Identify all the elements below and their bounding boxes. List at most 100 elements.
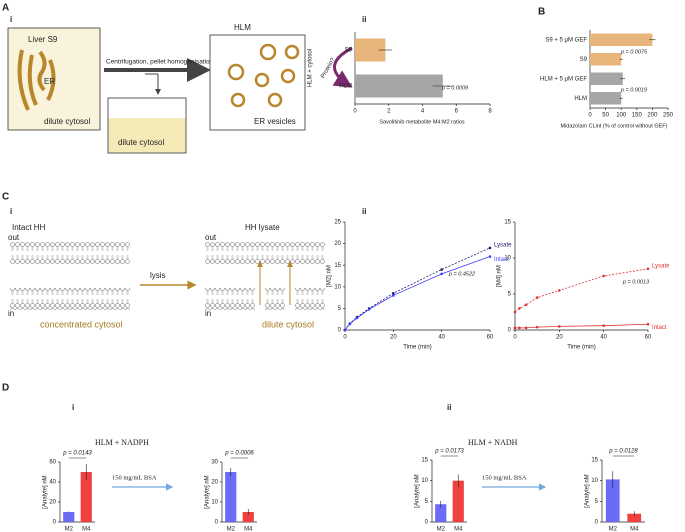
panel-label: i — [10, 15, 12, 24]
legend-label: Intact — [494, 257, 509, 263]
y-tick-label: 15 — [421, 458, 428, 464]
point — [518, 307, 521, 310]
x-tick-label: 250 — [663, 113, 674, 119]
y-tick-label: 20 — [49, 500, 56, 506]
bar — [80, 472, 92, 522]
y-tick-label: 15 — [591, 458, 598, 464]
y-tick-label: 0 — [425, 520, 429, 526]
bar — [590, 92, 622, 105]
x-tick-label: 40 — [438, 335, 445, 341]
membrane — [265, 288, 285, 310]
panel-label: C — [2, 192, 9, 203]
y-tick-label: 30 — [211, 460, 218, 466]
y-tick-label: 15 — [504, 220, 511, 226]
y-tick-label: 60 — [49, 460, 56, 466]
point — [602, 324, 605, 327]
x-tick-label: 60 — [645, 335, 652, 341]
point — [392, 291, 395, 295]
annotation: p = 0.0075 — [620, 49, 648, 55]
annotation: p = 0.0128 — [608, 449, 638, 455]
bar — [590, 72, 623, 85]
legend-label: Intact — [652, 325, 667, 331]
label: HLM + NADPH — [95, 438, 149, 447]
bar — [355, 38, 386, 62]
label: 150 mg/mL BSA — [112, 474, 157, 481]
x-axis-label: Savolitinib metabolite M4:M2 ratios — [379, 119, 465, 125]
point — [440, 272, 443, 276]
point — [518, 326, 521, 330]
point — [524, 326, 528, 330]
x-tick-label: 0 — [588, 113, 592, 119]
bar — [590, 53, 622, 66]
point — [392, 294, 395, 297]
y-tick-label: HLM + 5 μM GEF — [540, 76, 587, 82]
x-axis-label: Midazolam CLint (% of control without GE… — [561, 123, 668, 129]
point — [646, 267, 650, 271]
label: HLM + cytosol — [308, 49, 314, 87]
x-tick-label: 2 — [387, 109, 391, 115]
x-tick-label: M2 — [227, 527, 236, 532]
point — [488, 255, 492, 258]
y-tick-label: 10 — [334, 284, 341, 290]
label: ER — [44, 77, 55, 86]
y-tick-label: 0 — [338, 328, 342, 334]
cytosol-fill — [108, 118, 186, 153]
x-tick-label: 20 — [556, 335, 563, 341]
y-tick-label: 5 — [508, 292, 512, 298]
y-tick-label: 15 — [334, 263, 341, 269]
x-tick-label: M4 — [630, 527, 639, 532]
vesicles — [227, 43, 300, 108]
x-tick-label: 0 — [353, 109, 357, 115]
label: Intact HH — [12, 223, 46, 232]
label: out — [8, 233, 20, 242]
panel-label: ii — [362, 207, 366, 216]
label: out — [205, 233, 217, 242]
line — [344, 247, 491, 331]
label: ER vesicles — [254, 117, 296, 126]
y-tick-label: HLM — [339, 84, 352, 90]
label: concentrated cytosol — [40, 319, 123, 329]
membrane — [205, 288, 255, 310]
annotation: p = 0.0009 — [441, 85, 468, 91]
panel-label: ii — [362, 15, 366, 24]
panel-label: i — [10, 207, 12, 216]
y-axis-label: [M4] nM — [497, 265, 503, 287]
point — [602, 274, 605, 278]
bar — [242, 512, 254, 522]
y-axis-label: [Analyte] nM — [205, 475, 211, 508]
label: in — [205, 309, 211, 318]
y-tick-label: 5 — [595, 499, 599, 505]
point — [558, 325, 561, 328]
membrane — [10, 288, 130, 310]
bar — [63, 512, 75, 522]
membrane — [295, 288, 325, 310]
label: 150 mg/mL BSA — [482, 474, 527, 481]
y-tick-label: 0 — [53, 520, 57, 526]
annotation: p = 0.0143 — [62, 451, 92, 457]
x-tick-label: 200 — [647, 113, 658, 119]
x-tick-label: 8 — [488, 109, 492, 115]
bar — [590, 33, 653, 46]
y-tick-label: 10 — [504, 256, 511, 262]
label: lysis — [150, 271, 166, 280]
label: dilute cytosol — [118, 138, 164, 147]
y-tick-label: 40 — [49, 480, 56, 486]
legend-label: Lysate — [494, 242, 512, 248]
y-tick-label: S9 — [580, 57, 588, 63]
x-tick-label: M4 — [82, 527, 91, 532]
label: dilute cytosol — [262, 319, 314, 329]
y-tick-label: 25 — [334, 220, 341, 226]
er-shape — [17, 49, 56, 111]
x-tick-label: M4 — [454, 527, 463, 532]
point — [440, 268, 443, 271]
y-tick-label: 0 — [508, 328, 512, 334]
line — [344, 256, 491, 331]
x-tick-label: 60 — [487, 335, 494, 341]
label: HH lysate — [245, 223, 280, 232]
y-tick-label: 10 — [211, 500, 218, 506]
x-tick-label: 100 — [616, 113, 627, 119]
bar — [225, 472, 237, 522]
x-tick-label: 4 — [421, 109, 425, 115]
y-tick-label: 20 — [211, 480, 218, 486]
x-axis-label: Time (min) — [403, 345, 431, 351]
